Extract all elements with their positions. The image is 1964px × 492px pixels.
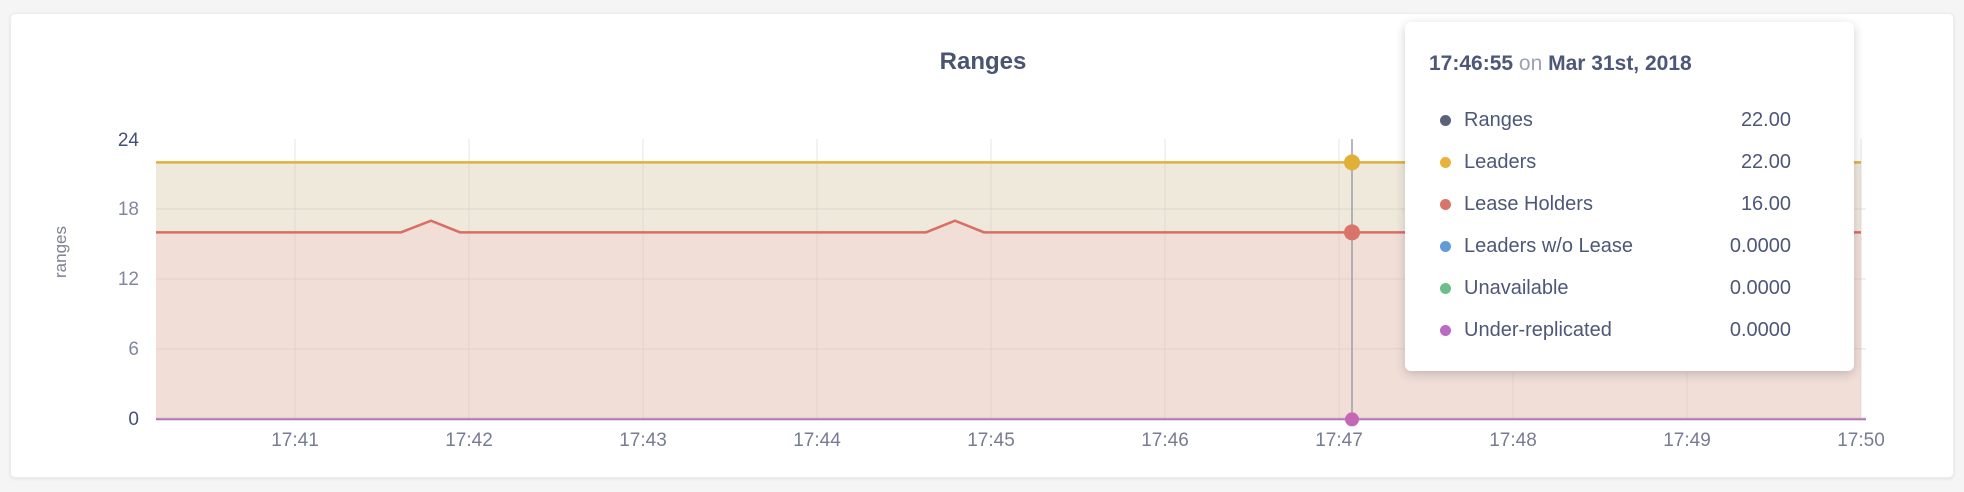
svg-text:17:41: 17:41 bbox=[271, 430, 319, 451]
svg-text:17:49: 17:49 bbox=[1663, 430, 1711, 451]
svg-text:17:42: 17:42 bbox=[445, 430, 493, 451]
svg-text:17:46: 17:46 bbox=[1141, 430, 1189, 451]
svg-text:17:50: 17:50 bbox=[1837, 430, 1885, 451]
svg-text:17:45: 17:45 bbox=[967, 430, 1015, 451]
svg-text:17:43: 17:43 bbox=[619, 430, 667, 451]
svg-text:12: 12 bbox=[118, 269, 139, 290]
svg-text:17:44: 17:44 bbox=[793, 430, 841, 451]
svg-text:0: 0 bbox=[128, 409, 139, 430]
svg-text:24: 24 bbox=[118, 130, 140, 151]
svg-text:17:48: 17:48 bbox=[1489, 430, 1537, 451]
svg-text:17:47: 17:47 bbox=[1315, 430, 1363, 451]
svg-text:18: 18 bbox=[118, 199, 139, 220]
svg-text:6: 6 bbox=[128, 339, 139, 360]
